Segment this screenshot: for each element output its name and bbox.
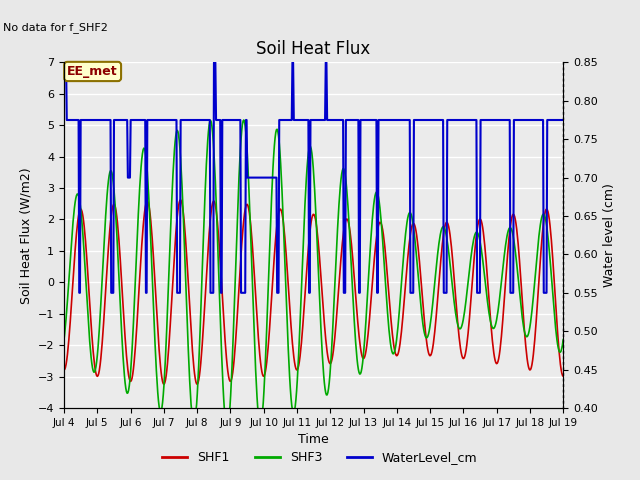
X-axis label: Time: Time bbox=[298, 433, 329, 446]
Y-axis label: Soil Heat Flux (W/m2): Soil Heat Flux (W/m2) bbox=[19, 167, 32, 303]
Title: Soil Heat Flux: Soil Heat Flux bbox=[257, 40, 371, 58]
Text: EE_met: EE_met bbox=[67, 65, 118, 78]
Legend: SHF1, SHF3, WaterLevel_cm: SHF1, SHF3, WaterLevel_cm bbox=[157, 446, 483, 469]
Text: No data for f_SHF2: No data for f_SHF2 bbox=[3, 22, 108, 33]
Y-axis label: Water level (cm): Water level (cm) bbox=[604, 183, 616, 287]
